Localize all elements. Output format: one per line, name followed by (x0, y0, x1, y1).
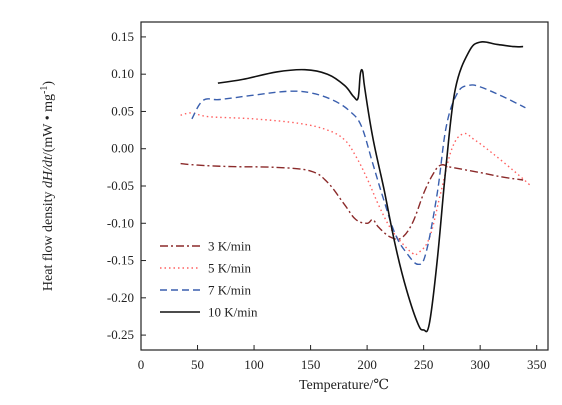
x-tick-label: 300 (470, 357, 490, 372)
axis-ticks: 0 50 100 150 200 250 300 350 -0.25 -0.20 -0.15 -0.1… (107, 29, 547, 372)
legend-label: 5 K/min (208, 261, 251, 276)
legend-label: 3 K/min (208, 239, 251, 254)
y-axis-title: Heat flow density dH/dt/(mW • mg-1) (39, 81, 56, 291)
y-tick-label: -0.10 (107, 215, 134, 230)
x-tick-label: 50 (191, 357, 204, 372)
y-tick-label: -0.05 (107, 178, 134, 193)
series-line-10-k-min (217, 40, 524, 333)
y-tick-label: -0.25 (107, 327, 134, 342)
series-line-7-k-min (191, 84, 526, 266)
y-tick-label: 0.10 (111, 66, 134, 81)
x-tick-label: 200 (357, 357, 377, 372)
x-axis-title: Temperature/℃ (299, 378, 389, 393)
y-tick-label: -0.20 (107, 290, 134, 305)
plot-frame (140, 21, 549, 351)
y-tick-label: 0.15 (111, 29, 134, 44)
y-tick-label: 0.05 (111, 103, 134, 118)
x-tick-label: 150 (301, 357, 321, 372)
series-line-5-k-min (180, 112, 532, 256)
x-tick-label: 100 (244, 357, 264, 372)
legend-label: 10 K/min (208, 305, 258, 320)
series-lines (180, 40, 532, 333)
x-tick-label: 0 (138, 357, 145, 372)
series-line-3-k-min (180, 162, 524, 241)
y-tick-label: -0.15 (107, 253, 134, 268)
x-tick-label: 250 (414, 357, 434, 372)
x-tick-label: 350 (527, 357, 547, 372)
y-tick-label: 0.00 (111, 141, 134, 156)
legend: 3 K/min 5 K/min 7 K/min 10 K/min (160, 239, 258, 320)
legend-label: 7 K/min (208, 283, 251, 298)
